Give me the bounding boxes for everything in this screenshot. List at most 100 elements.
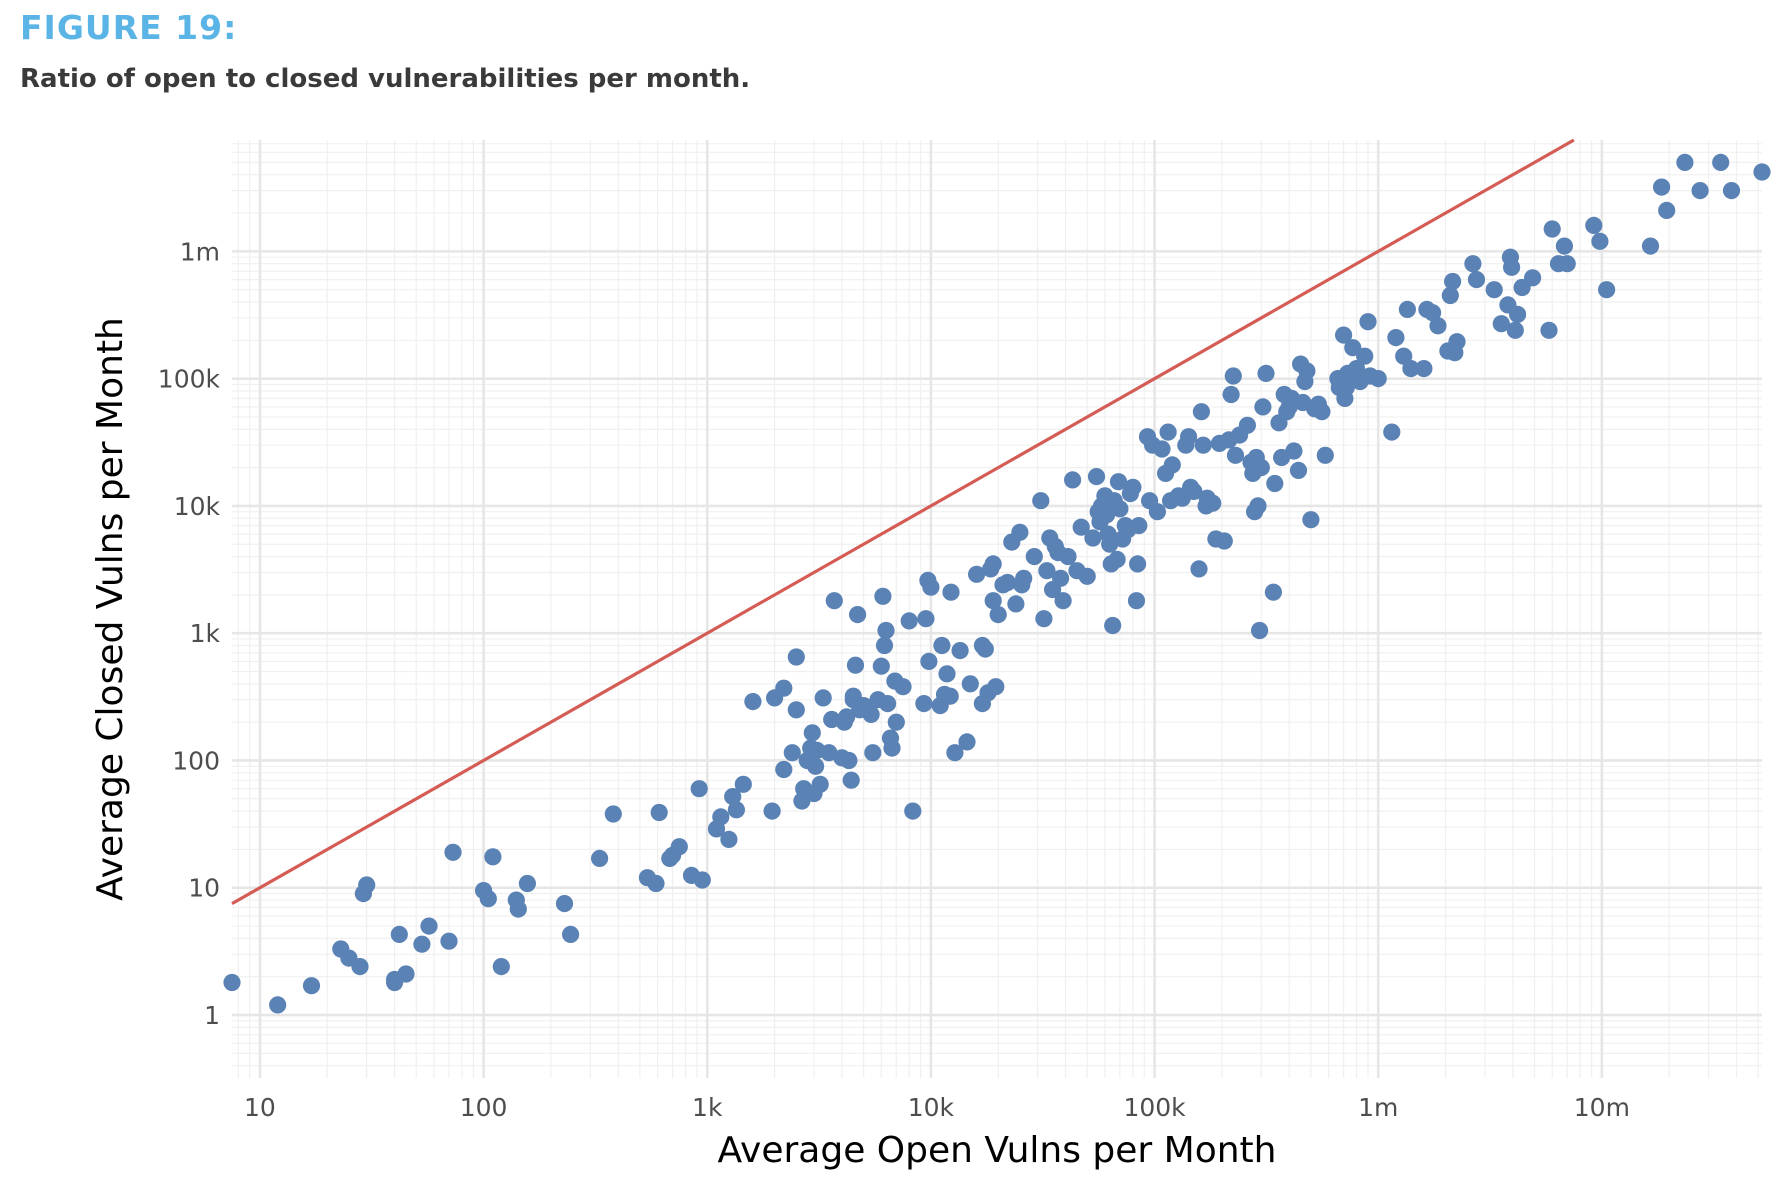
data-point	[1691, 182, 1709, 200]
y-tick-label: 10	[188, 874, 220, 903]
data-point	[1591, 232, 1609, 250]
data-point	[1190, 560, 1208, 578]
data-point	[922, 578, 940, 596]
data-point	[951, 642, 969, 660]
data-point	[1558, 255, 1576, 273]
data-point	[1180, 428, 1198, 446]
data-point	[814, 689, 832, 707]
x-axis-title: Average Open Vulns per Month	[718, 1130, 1277, 1171]
data-point	[1429, 317, 1447, 335]
data-point	[1415, 360, 1433, 378]
data-point	[269, 996, 287, 1014]
data-point	[862, 705, 880, 724]
data-point	[1072, 518, 1090, 536]
data-point	[1524, 269, 1542, 287]
data-point	[302, 977, 321, 995]
data-point	[390, 925, 408, 944]
data-point	[825, 592, 843, 610]
x-tick-label: 100k	[1123, 1093, 1186, 1122]
data-point	[1316, 446, 1334, 464]
data-point	[1359, 313, 1377, 331]
reference-line	[231, 138, 1575, 906]
data-point	[690, 780, 708, 798]
points	[223, 153, 1771, 1014]
data-point	[820, 744, 838, 762]
data-point	[1238, 416, 1256, 434]
data-point	[887, 713, 905, 731]
data-point	[875, 636, 894, 655]
x-tick-label: 10	[244, 1093, 276, 1122]
data-point	[987, 678, 1005, 696]
data-point	[783, 744, 801, 762]
data-point	[1509, 305, 1527, 323]
data-point	[1722, 182, 1741, 200]
data-point	[1424, 304, 1442, 322]
data-point	[998, 573, 1017, 592]
data-point	[1108, 550, 1126, 569]
y-tick-labels: 1 10 100 1k 10k 100k 1m	[158, 237, 221, 1030]
grid	[232, 140, 1762, 1078]
data-point	[1444, 272, 1462, 291]
data-point	[727, 801, 746, 819]
data-point	[883, 739, 901, 757]
data-point	[1104, 616, 1122, 635]
data-point	[958, 733, 976, 751]
data-point	[842, 771, 860, 789]
data-point	[775, 679, 793, 697]
data-point	[1194, 436, 1212, 454]
data-point	[670, 838, 688, 856]
data-point	[1251, 621, 1269, 640]
data-point	[1111, 500, 1129, 518]
data-point	[917, 610, 935, 628]
data-point	[1129, 555, 1147, 573]
data-point	[555, 895, 574, 913]
data-point	[1101, 535, 1119, 553]
data-point	[846, 656, 865, 674]
data-point	[1383, 423, 1401, 441]
figure-caption: Ratio of open to closed vulnerabilities …	[20, 64, 751, 94]
data-point	[1078, 567, 1096, 585]
data-point	[1298, 362, 1316, 380]
data-point	[840, 751, 858, 770]
data-point	[787, 701, 805, 719]
data-point	[1335, 326, 1353, 344]
y-tick-label: 100k	[158, 365, 221, 394]
data-point	[1369, 370, 1387, 388]
data-point	[724, 788, 742, 806]
data-point	[1025, 548, 1043, 566]
data-point	[604, 805, 622, 823]
data-point	[787, 648, 805, 666]
x-tick-label: 10k	[908, 1093, 955, 1122]
data-point	[1084, 529, 1102, 547]
data-point	[1402, 360, 1420, 378]
x-tick-label: 1m	[1358, 1093, 1398, 1122]
data-point	[1344, 339, 1362, 357]
data-point	[938, 665, 956, 683]
data-point	[1347, 360, 1366, 378]
data-point	[811, 775, 829, 793]
y-tick-label: 10k	[174, 492, 221, 521]
data-point	[1204, 494, 1222, 512]
data-point	[744, 693, 762, 711]
data-point	[1224, 367, 1242, 385]
data-point	[1302, 511, 1320, 529]
data-point	[915, 695, 933, 713]
data-point	[968, 565, 986, 583]
data-point	[1035, 610, 1053, 628]
y-axis-title: Average Closed Vulns per Month	[90, 317, 131, 901]
data-point	[864, 744, 882, 762]
data-point	[1011, 523, 1029, 541]
data-point	[1163, 456, 1181, 474]
data-point	[1289, 461, 1308, 479]
data-point	[1712, 153, 1730, 171]
data-point	[1097, 506, 1116, 524]
x-tick-label: 100	[460, 1093, 508, 1122]
data-point	[877, 621, 895, 640]
data-point	[397, 965, 415, 983]
data-point	[1032, 492, 1050, 510]
data-point	[1064, 471, 1082, 489]
y-tick-label: 1m	[180, 237, 220, 266]
data-point	[1540, 321, 1558, 339]
data-point	[874, 587, 892, 605]
